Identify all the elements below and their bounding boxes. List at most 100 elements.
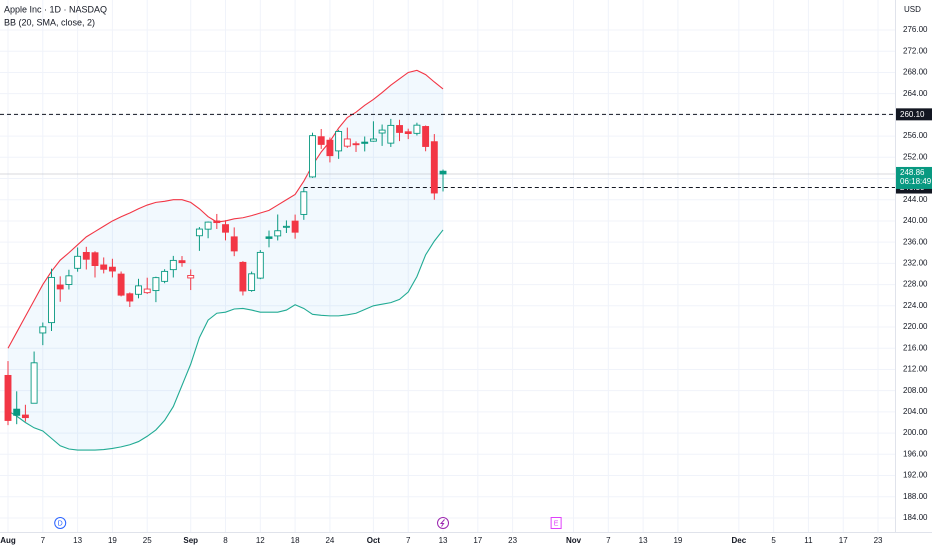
- x-tick-label: 19: [673, 536, 682, 545]
- candle-body: [309, 135, 316, 178]
- last-price-box: [896, 166, 932, 189]
- candle-body: [343, 138, 351, 147]
- candle-body: [369, 138, 377, 142]
- event-label: E: [554, 520, 559, 527]
- candle-body: [126, 293, 134, 302]
- y-tick-label: 204.00: [903, 407, 928, 416]
- y-tick-label: 252.00: [903, 152, 928, 161]
- chart-title: Apple Inc · 1D · NASDAQ: [4, 4, 107, 14]
- x-tick-label: 25: [143, 536, 152, 545]
- x-tick-label: 13: [73, 536, 82, 545]
- candle-body: [300, 191, 308, 215]
- y-tick-label: 184.00: [903, 513, 928, 522]
- candle-body: [152, 277, 160, 292]
- y-tick-label: 276.00: [903, 25, 928, 34]
- y-tick-label: 244.00: [903, 195, 928, 204]
- y-tick-label: 240.00: [903, 216, 928, 225]
- x-tick-label: 7: [41, 536, 46, 545]
- price-label: 260.10: [900, 110, 925, 119]
- candle-body: [187, 275, 195, 279]
- x-tick-label: Dec: [731, 536, 746, 545]
- y-tick-label: 268.00: [903, 68, 928, 77]
- candle-body: [48, 276, 55, 324]
- y-tick-label: 196.00: [903, 449, 928, 458]
- candle-body: [161, 270, 169, 282]
- candle-body: [204, 221, 212, 230]
- candle-body: [361, 141, 369, 144]
- candle-body: [39, 326, 47, 334]
- x-tick-label: 5: [771, 536, 776, 545]
- candle-body: [326, 139, 334, 157]
- band-fill: [8, 70, 444, 451]
- x-tick-label: 7: [406, 536, 411, 545]
- x-tick-label: 24: [325, 536, 334, 545]
- candle-body: [422, 126, 430, 147]
- x-tick-label: Oct: [367, 536, 381, 545]
- event-icon: [550, 517, 562, 529]
- candle-body: [143, 288, 151, 294]
- y-tick-label: 256.00: [903, 131, 928, 140]
- candle-body: [248, 273, 256, 291]
- band-lower: [7, 229, 444, 451]
- candle-body: [135, 285, 142, 295]
- candle-body: [274, 230, 282, 237]
- candle-body: [74, 255, 82, 269]
- y-tick-label: 264.00: [903, 89, 928, 98]
- event-label: D: [58, 520, 63, 527]
- last-price-label: 248.86: [900, 168, 925, 177]
- axes: 184.00 188.00 192.00 196.00 200.00 204.00 208.…: [0, 25, 932, 545]
- candle-body: [239, 261, 247, 292]
- candle-body: [439, 170, 447, 175]
- plot: [0, 69, 895, 451]
- candle-body: [65, 275, 73, 285]
- x-tick-label: 23: [874, 536, 883, 545]
- x-tick-label: 12: [256, 536, 265, 545]
- y-tick-label: 208.00: [903, 386, 928, 395]
- candle-body: [256, 251, 264, 279]
- candle-body: [404, 131, 412, 134]
- candle-body: [265, 236, 273, 239]
- candle-body: [230, 236, 238, 252]
- x-tick-label: 13: [639, 536, 648, 545]
- candle-body: [108, 266, 116, 272]
- candle-body: [378, 129, 386, 134]
- countdown: 06:18:49: [900, 177, 932, 186]
- y-tick-label: 200.00: [903, 428, 928, 437]
- candle-body: [21, 414, 29, 419]
- candle-body: [222, 224, 229, 233]
- y-tick-label: 192.00: [903, 471, 928, 480]
- candle-body: [213, 220, 221, 224]
- candle-body: [352, 143, 360, 146]
- indicator-label: BB (20, SMA, close, 2): [4, 17, 95, 27]
- candle-body: [291, 220, 299, 233]
- candle-body: [100, 264, 108, 270]
- grid: [0, 0, 895, 532]
- y-tick-label: 228.00: [903, 280, 928, 289]
- candle-body: [335, 131, 343, 152]
- x-tick-label: 11: [804, 536, 813, 545]
- event-icon: [54, 517, 67, 529]
- y-tick-label: 220.00: [903, 322, 928, 331]
- y-tick-label: 216.00: [903, 343, 928, 352]
- event-symbol: [439, 519, 445, 527]
- candle-body: [30, 362, 38, 404]
- candle-body: [430, 141, 438, 194]
- candle-body: [13, 408, 21, 416]
- x-tick-label: 13: [439, 536, 448, 545]
- candle-body: [387, 124, 395, 144]
- currency-label: USD: [904, 5, 921, 14]
- candle-body: [117, 273, 125, 296]
- candle-body: [282, 225, 290, 228]
- y-tick-label: 212.00: [903, 365, 928, 374]
- candle-body: [413, 124, 421, 134]
- y-tick-label: 232.00: [903, 258, 928, 267]
- x-tick-label: Sep: [183, 536, 198, 545]
- x-tick-label: 23: [508, 536, 517, 545]
- x-tick-label: 8: [223, 536, 228, 545]
- x-tick-label: Nov: [566, 536, 582, 545]
- x-tick-label: 7: [606, 536, 611, 545]
- x-tick-label: 18: [291, 536, 300, 545]
- candle-body: [56, 284, 64, 290]
